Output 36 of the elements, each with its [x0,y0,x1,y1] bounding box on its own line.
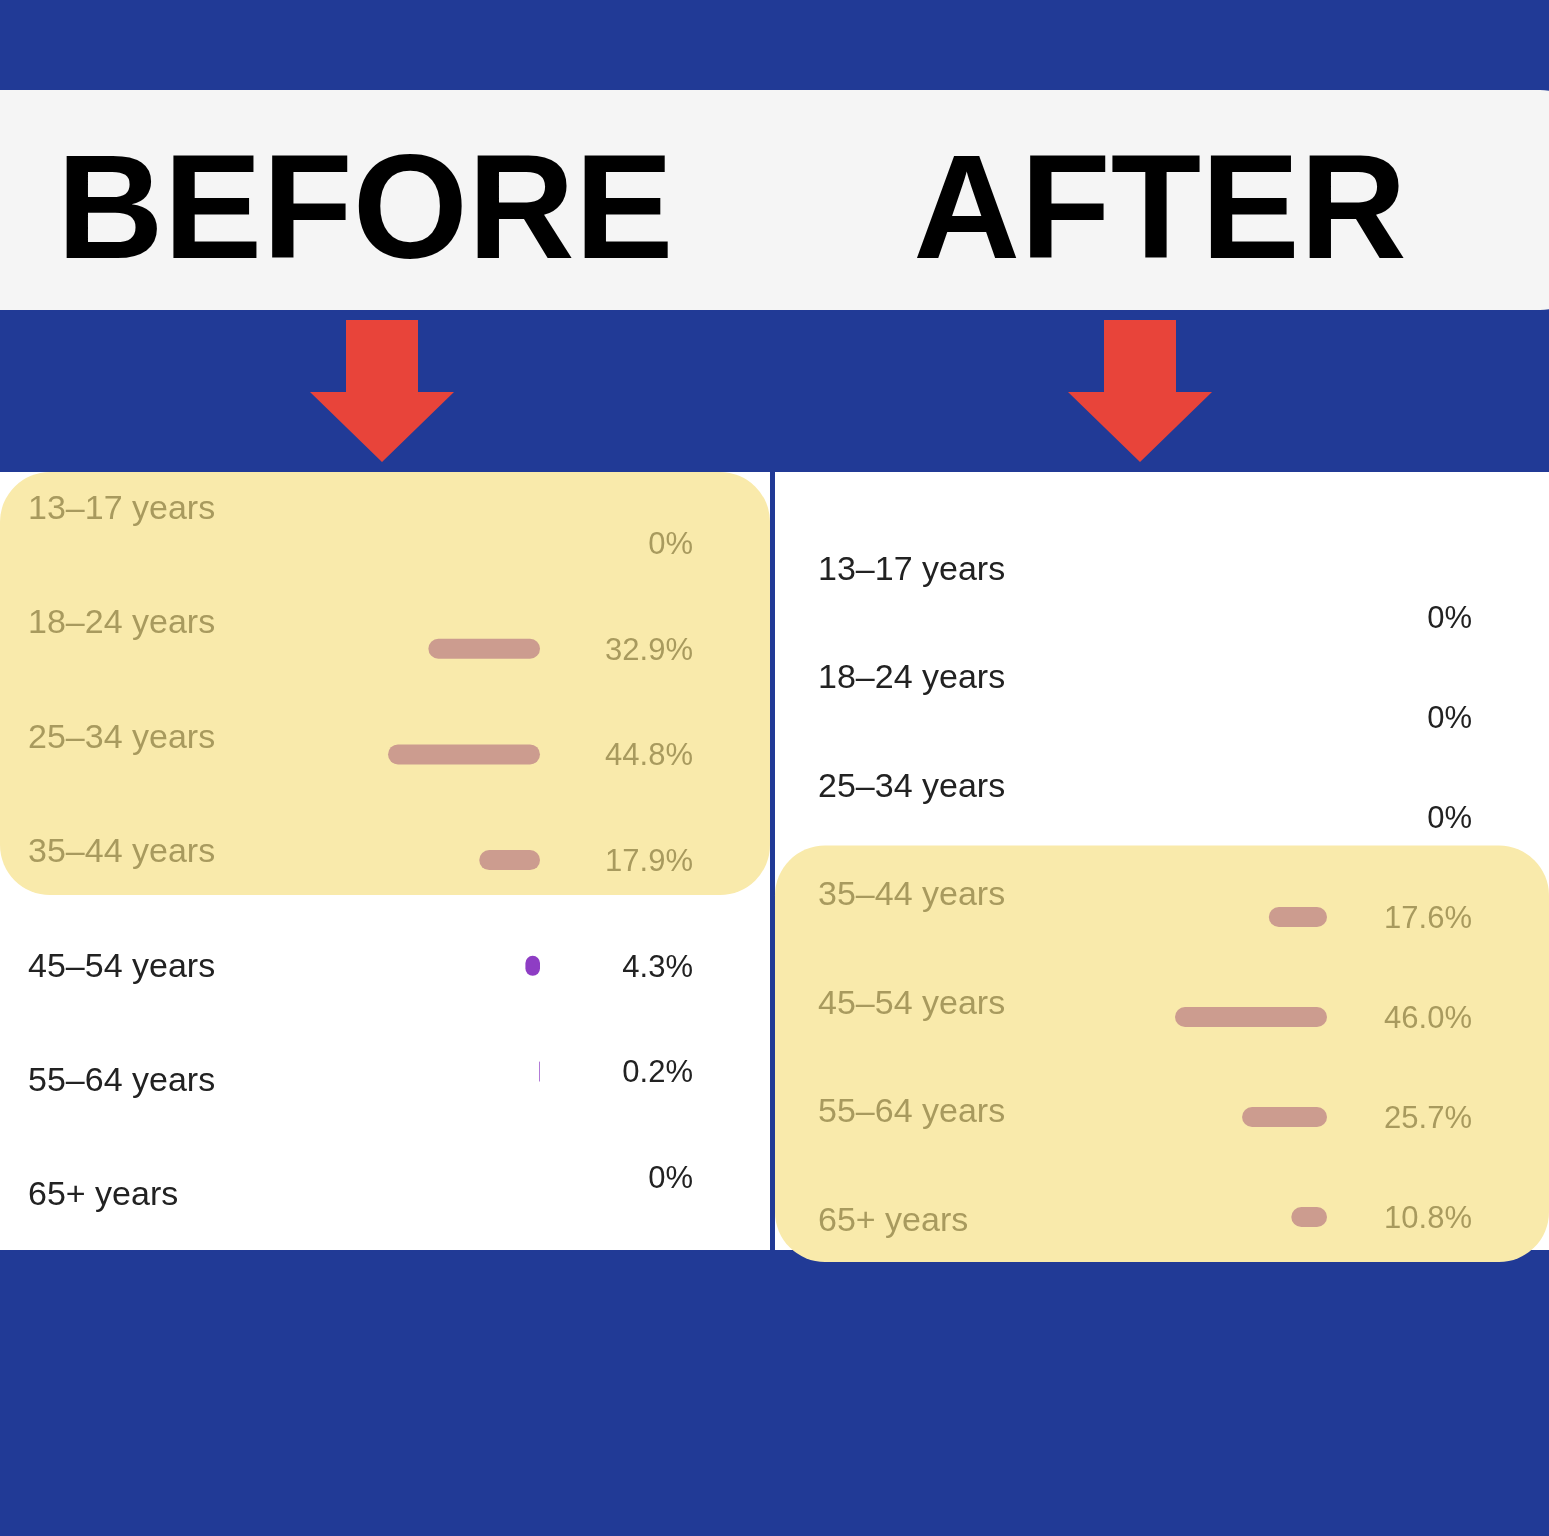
data-label: 44.8% [605,737,693,773]
y-tick-label: 13–17 years [28,487,216,526]
data-label: 0% [1427,699,1472,735]
data-label: 17.9% [605,842,693,878]
y-tick-label: 65+ years [818,1199,969,1238]
bar [479,850,540,871]
y-tick-label: 18–24 years [28,602,216,641]
data-label: 0% [1427,599,1472,635]
y-tick-label: 45–54 years [818,982,1006,1021]
bar [1242,1107,1327,1127]
data-label: 46.0% [1384,999,1472,1035]
data-label: 0% [648,525,693,561]
y-tick-label: 55–64 years [28,1059,216,1098]
y-tick-label: 35–44 years [28,831,216,870]
y-tick-label: 35–44 years [818,874,1006,913]
data-label: 0.2% [622,1054,693,1090]
data-label: 4.3% [622,948,693,984]
data-label: 17.6% [1384,899,1472,935]
data-label: 0% [648,1160,693,1196]
y-tick-label: 55–64 years [818,1091,1006,1130]
data-label: 10.8% [1384,1199,1472,1235]
y-tick-label: 13–17 years [818,548,1006,587]
chart-title: AFTER [913,124,1407,289]
data-label: 25.7% [1384,1099,1472,1135]
y-tick-label: 25–34 years [818,765,1006,804]
y-tick-label: 25–34 years [28,716,216,755]
bar [388,744,540,765]
bar [1268,907,1327,927]
data-label: 0% [1427,799,1472,835]
y-tick-label: 18–24 years [818,657,1006,696]
y-tick-label: 45–54 years [28,945,216,984]
chart-title: BEFORE [56,124,674,289]
bar [428,638,540,659]
y-tick-label: 65+ years [28,1174,179,1213]
bar [1175,1007,1327,1027]
data-label: 32.9% [605,631,693,667]
